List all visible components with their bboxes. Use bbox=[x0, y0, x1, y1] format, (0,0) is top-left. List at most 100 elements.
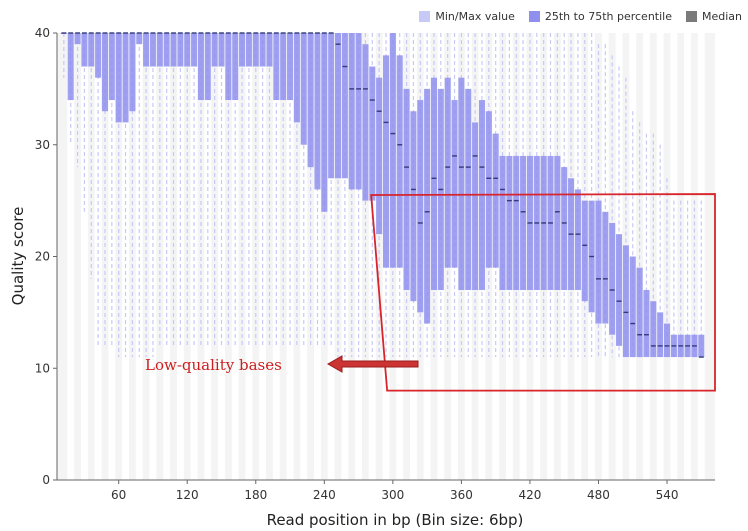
background-band bbox=[656, 33, 664, 480]
box bbox=[245, 33, 252, 67]
x-tick-label: 180 bbox=[244, 488, 267, 502]
background-band bbox=[368, 33, 376, 480]
box bbox=[143, 33, 150, 67]
box bbox=[108, 33, 115, 101]
box bbox=[581, 200, 588, 302]
x-tick-labels: 60 120 180 240 300 360 420 480 540 bbox=[111, 488, 678, 502]
box bbox=[561, 167, 568, 291]
box bbox=[657, 312, 664, 358]
box bbox=[163, 33, 170, 67]
background-band bbox=[272, 33, 280, 480]
box bbox=[115, 33, 122, 123]
box bbox=[170, 33, 177, 67]
box bbox=[458, 77, 465, 291]
highlight-box bbox=[370, 193, 716, 392]
annotation-text: Low-quality bases bbox=[145, 356, 282, 374]
box bbox=[485, 111, 492, 268]
legend-swatch-minmax bbox=[419, 11, 431, 22]
background-band bbox=[204, 33, 212, 480]
box bbox=[328, 33, 335, 179]
box bbox=[602, 211, 609, 324]
box bbox=[129, 33, 136, 112]
legend-item-minmax: Min/Max value bbox=[419, 10, 515, 23]
y-tick-labels: 0 10 20 30 40 bbox=[35, 26, 50, 487]
box bbox=[348, 33, 355, 190]
legend-item-median: Median bbox=[685, 10, 742, 23]
box bbox=[211, 33, 218, 67]
median-group bbox=[61, 32, 704, 358]
box bbox=[472, 122, 479, 291]
box bbox=[499, 155, 506, 291]
box bbox=[300, 33, 307, 145]
background-band bbox=[697, 33, 705, 480]
background-band bbox=[163, 33, 171, 480]
background-band bbox=[231, 33, 239, 480]
x-tick-label: 300 bbox=[381, 488, 404, 502]
background-band bbox=[300, 33, 308, 480]
background-band bbox=[94, 33, 102, 480]
box bbox=[650, 301, 657, 358]
box bbox=[424, 88, 431, 324]
x-tick-label: 240 bbox=[313, 488, 336, 502]
x-tick-label: 540 bbox=[656, 488, 679, 502]
box bbox=[595, 200, 602, 324]
box bbox=[451, 100, 458, 268]
legend-label-iqr: 25th to 75th percentile bbox=[544, 10, 672, 23]
box bbox=[293, 33, 300, 123]
background-band bbox=[245, 33, 253, 480]
box bbox=[273, 33, 280, 101]
box bbox=[239, 33, 246, 67]
x-tick-label: 420 bbox=[518, 488, 541, 502]
legend-swatch-median bbox=[685, 11, 697, 22]
x-axis-label: Read position in bp (Bin size: 6bp) bbox=[267, 511, 524, 529]
box bbox=[177, 33, 184, 67]
background-band bbox=[108, 33, 116, 480]
y-tick-label: 40 bbox=[35, 26, 50, 40]
legend-label-minmax: Min/Max value bbox=[435, 10, 515, 23]
background-band bbox=[80, 33, 88, 480]
box bbox=[95, 33, 102, 78]
legend: Min/Max value 25th to 75th percentile Me… bbox=[419, 10, 742, 23]
box bbox=[149, 33, 156, 67]
box bbox=[355, 33, 362, 190]
background-band bbox=[149, 33, 157, 480]
box bbox=[609, 222, 616, 335]
box bbox=[622, 245, 629, 358]
box bbox=[191, 33, 198, 67]
box bbox=[465, 88, 472, 291]
background-band bbox=[670, 33, 678, 480]
y-tick-label: 0 bbox=[42, 473, 50, 487]
background-band bbox=[122, 33, 129, 480]
box bbox=[88, 33, 95, 67]
legend-swatch-iqr bbox=[528, 11, 540, 22]
box bbox=[287, 33, 294, 101]
background-band bbox=[314, 33, 321, 480]
background-band bbox=[286, 33, 294, 480]
box bbox=[362, 44, 369, 201]
box bbox=[341, 33, 348, 179]
box bbox=[252, 33, 259, 67]
background-band bbox=[135, 33, 143, 480]
background-band bbox=[176, 33, 184, 480]
box bbox=[389, 33, 396, 268]
box bbox=[643, 290, 650, 358]
box bbox=[101, 33, 109, 112]
annotation-arrow bbox=[326, 355, 419, 373]
x-tick-label: 120 bbox=[176, 488, 199, 502]
box bbox=[663, 323, 671, 358]
box bbox=[513, 155, 520, 291]
box bbox=[280, 33, 287, 101]
box bbox=[259, 33, 266, 67]
box bbox=[410, 111, 417, 302]
box bbox=[698, 334, 705, 358]
box bbox=[307, 33, 314, 168]
x-tick-label: 60 bbox=[111, 488, 126, 502]
background-band bbox=[341, 33, 349, 480]
box bbox=[321, 33, 328, 212]
y-tick-label: 20 bbox=[35, 250, 50, 264]
box bbox=[506, 155, 513, 291]
box bbox=[574, 189, 581, 291]
box bbox=[81, 33, 88, 67]
box bbox=[197, 33, 204, 101]
